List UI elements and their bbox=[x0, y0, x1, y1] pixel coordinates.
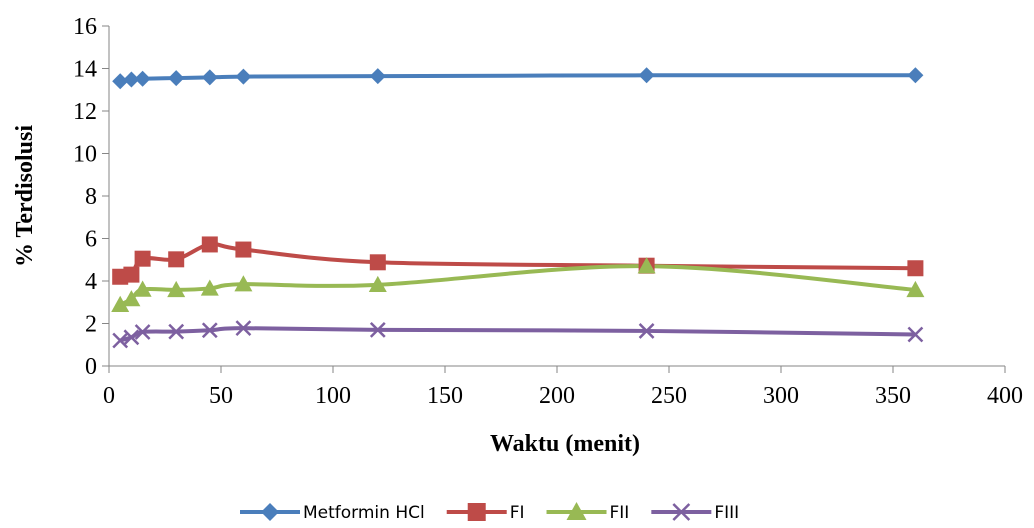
data-point bbox=[261, 503, 279, 521]
y-tick-label: 0 bbox=[85, 354, 97, 380]
data-point bbox=[467, 503, 486, 521]
data-point bbox=[123, 71, 140, 88]
data-point bbox=[133, 280, 152, 297]
x-tick-label: 200 bbox=[539, 383, 575, 409]
data-point bbox=[112, 73, 129, 90]
data-point bbox=[369, 254, 386, 271]
data-point bbox=[638, 323, 655, 339]
data-point bbox=[907, 260, 924, 277]
ticks: 0 2 4 6 8 10 12 14 16 0 50 100 150 200 250 300 350 400 bbox=[73, 14, 1023, 409]
data-point bbox=[235, 241, 252, 258]
data-point bbox=[638, 67, 655, 84]
data-point bbox=[234, 275, 253, 292]
x-tick-label: 100 bbox=[315, 383, 351, 409]
data-point bbox=[123, 266, 140, 283]
data-point bbox=[201, 236, 218, 253]
markers bbox=[111, 67, 925, 349]
data-point bbox=[235, 68, 252, 85]
y-tick-label: 4 bbox=[85, 269, 97, 295]
y-tick-label: 12 bbox=[73, 99, 97, 125]
data-point bbox=[168, 70, 185, 87]
data-point bbox=[368, 275, 387, 293]
data-point bbox=[201, 322, 218, 339]
x-tick-label: 0 bbox=[103, 383, 115, 409]
y-axis-title: % Terdisolusi bbox=[12, 125, 38, 267]
data-point bbox=[123, 329, 140, 346]
y-tick-label: 2 bbox=[85, 312, 97, 338]
series-line bbox=[119, 326, 916, 343]
data-point bbox=[134, 70, 151, 87]
data-point bbox=[907, 67, 924, 84]
x-axis-title: Waktu (menit) bbox=[490, 431, 640, 457]
data-point bbox=[907, 326, 924, 343]
data-point bbox=[112, 332, 129, 349]
plot-lines bbox=[119, 73, 916, 343]
legend-label: Metformin HCl bbox=[303, 503, 425, 523]
data-point bbox=[235, 320, 252, 337]
y-tick-label: 6 bbox=[85, 227, 97, 253]
data-point bbox=[566, 502, 587, 520]
data-point bbox=[134, 250, 151, 267]
legend-label: FII bbox=[610, 503, 630, 523]
data-point bbox=[369, 321, 386, 338]
y-tick-label: 16 bbox=[73, 14, 97, 40]
data-point bbox=[200, 279, 219, 296]
legend-label: FIII bbox=[714, 503, 739, 523]
x-tick-label: 50 bbox=[209, 383, 233, 409]
data-point bbox=[906, 280, 925, 298]
data-point bbox=[637, 257, 656, 274]
x-tick-label: 400 bbox=[987, 383, 1023, 409]
data-point bbox=[672, 503, 691, 521]
x-tick-label: 150 bbox=[427, 383, 463, 409]
x-tick-label: 250 bbox=[651, 383, 687, 409]
x-tick-label: 350 bbox=[875, 383, 911, 409]
y-tick-label: 8 bbox=[85, 184, 97, 210]
legend: Metformin HCl FI FII FIII bbox=[240, 502, 739, 523]
x-tick-label: 300 bbox=[763, 383, 799, 409]
data-point bbox=[168, 323, 185, 340]
data-point bbox=[168, 251, 185, 268]
data-point bbox=[167, 280, 186, 298]
legend-label: FI bbox=[510, 503, 525, 523]
data-point bbox=[122, 290, 141, 307]
data-point bbox=[134, 324, 151, 340]
y-tick-label: 14 bbox=[73, 57, 97, 83]
data-point bbox=[111, 295, 130, 312]
data-point bbox=[369, 68, 386, 85]
y-tick-label: 10 bbox=[73, 142, 97, 168]
data-point bbox=[201, 69, 218, 86]
